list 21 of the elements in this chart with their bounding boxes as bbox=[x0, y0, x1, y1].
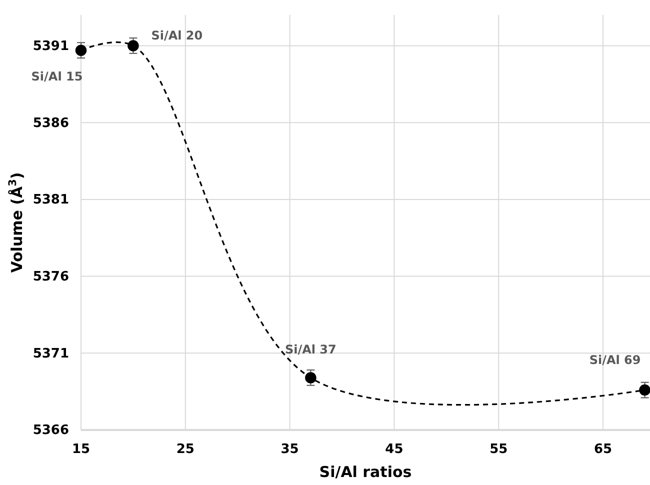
point bbox=[75, 44, 87, 56]
annotation: Si/Al 37 bbox=[284, 342, 336, 357]
y-tick-label: 5386 bbox=[32, 116, 69, 131]
y-tick-label: 5371 bbox=[32, 346, 69, 362]
annotation: Si/Al 20 bbox=[151, 28, 203, 43]
point bbox=[128, 40, 139, 52]
annotation: Si/Al 15 bbox=[31, 69, 83, 84]
point bbox=[305, 372, 316, 384]
y-tick-label: 5376 bbox=[32, 269, 69, 284]
x-tick-label: 35 bbox=[280, 442, 299, 458]
y-tick-label: 5391 bbox=[32, 38, 69, 54]
x-axis-title: Si/Al ratios bbox=[319, 463, 412, 481]
point bbox=[639, 384, 650, 396]
x-tick-label: 25 bbox=[176, 442, 194, 458]
annotation: Si/Al 69 bbox=[589, 353, 641, 368]
x-tick-label: 45 bbox=[385, 442, 404, 458]
y-tick-label: 5381 bbox=[32, 192, 69, 208]
x-tick-label: 55 bbox=[490, 442, 508, 458]
x-tick-label: 15 bbox=[72, 442, 90, 458]
x-tick-label: 65 bbox=[594, 442, 612, 458]
y-tick-label: 5366 bbox=[32, 423, 69, 438]
